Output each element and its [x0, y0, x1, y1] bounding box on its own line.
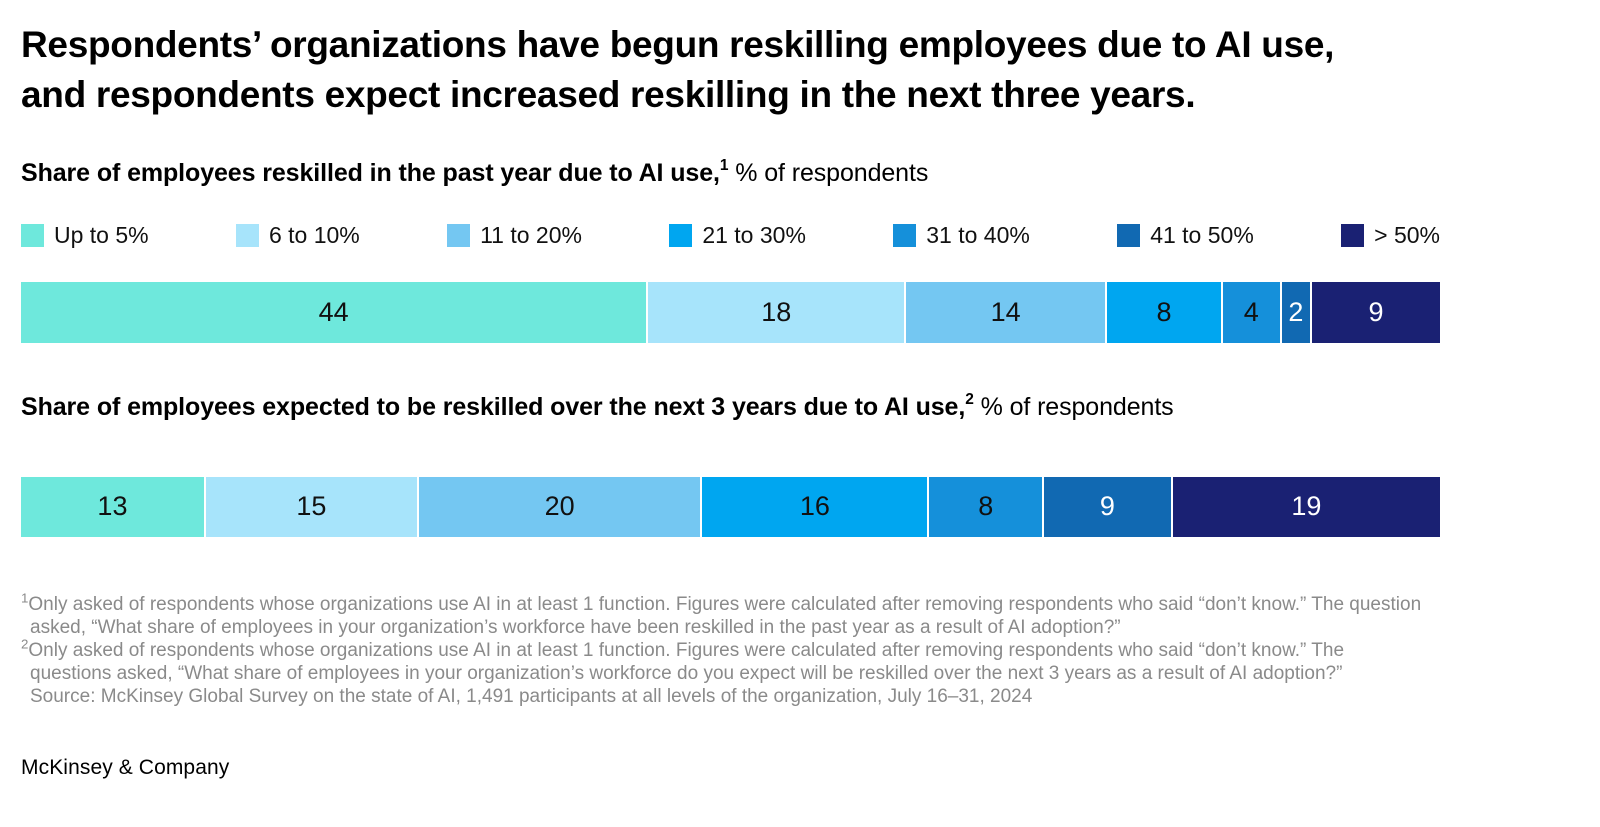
bar-segment-value: 18	[761, 296, 792, 327]
footnote-2: 2Only asked of respondents whose organiz…	[21, 636, 1426, 685]
chart1-footnote-ref: 1	[719, 157, 729, 175]
legend-item: 41 to 50%	[1117, 222, 1254, 249]
bar-segment: 18	[648, 281, 907, 343]
bar-segment: 20	[418, 476, 703, 537]
brand-logo: McKinsey & Company	[21, 756, 230, 780]
bar-segment-value: 20	[544, 491, 575, 522]
chart2-stacked-bar: 13 15 20 16 8 9 19	[21, 476, 1440, 537]
source-line: Source: McKinsey Global Survey on the st…	[30, 686, 1033, 708]
bar-segment-value: 9	[1099, 491, 1115, 522]
bar-segment: 13	[21, 476, 206, 537]
footnotes: 1Only asked of respondents whose organiz…	[21, 590, 1426, 709]
footnote-2-marker: 2	[21, 636, 29, 652]
bar-segment-value: 19	[1291, 491, 1322, 522]
legend-item: 11 to 20%	[447, 222, 582, 249]
footnote-1: 1Only asked of respondents whose organiz…	[21, 590, 1426, 639]
chart2-footnote-ref: 2	[965, 391, 974, 409]
bar-segment: 16	[702, 476, 930, 537]
footnote-1-marker: 1	[21, 590, 29, 606]
legend-item-label: 41 to 50%	[1150, 221, 1254, 248]
bar-segment: 44	[21, 281, 649, 343]
page-title: Respondents’ organizations have begun re…	[21, 24, 1335, 116]
legend-item-label: Up to 5%	[54, 221, 149, 248]
bar-segment: 8	[1107, 281, 1223, 343]
legend-item-label: 6 to 10%	[268, 221, 360, 248]
bar-segment: 2	[1281, 281, 1313, 343]
bar-segment: 4	[1222, 281, 1282, 343]
bar-segment: 8	[929, 476, 1045, 537]
legend-item-label: > 50%	[1374, 221, 1440, 248]
footnote-1-text: Only asked of respondents whose organiza…	[28, 593, 1422, 638]
legend-swatch-icon	[1341, 223, 1365, 247]
legend-item-label: 31 to 40%	[926, 221, 1030, 248]
legend-item-label: 21 to 30%	[702, 221, 806, 248]
chart1-heading: Share of employees reskilled in the past…	[21, 157, 1440, 188]
bar-segment: 19	[1172, 476, 1440, 537]
chart1-stacked-bar: 44 18 14 8 4 2 9	[21, 281, 1440, 343]
chart1-heading-text: Share of employees reskilled in the past…	[21, 158, 720, 187]
legend-swatch-icon	[447, 223, 471, 247]
bar-segment-value: 8	[1156, 296, 1172, 327]
legend: Up to 5% 6 to 10% 11 to 20% 21 to 30% 31 to …	[21, 222, 1440, 249]
bar-segment-value: 4	[1243, 296, 1259, 327]
legend-swatch-icon	[893, 223, 917, 247]
legend-item-label: 11 to 20%	[480, 221, 582, 248]
chart1-heading-unit: % of respondents	[728, 158, 929, 187]
chart2-heading: Share of employees expected to be reskil…	[21, 391, 1440, 422]
legend-item: 21 to 30%	[669, 222, 806, 249]
bar-segment: 9	[1044, 476, 1173, 537]
bar-segment-value: 13	[97, 491, 128, 522]
bar-segment-value: 8	[978, 491, 994, 522]
bar-segment: 9	[1312, 281, 1440, 343]
legend-swatch-icon	[669, 223, 693, 247]
legend-item: 6 to 10%	[235, 221, 360, 249]
bar-segment: 14	[906, 281, 1108, 343]
bar-segment-value: 15	[296, 491, 327, 522]
legend-item: > 50%	[1341, 222, 1440, 249]
legend-swatch-icon	[1117, 223, 1141, 247]
footnote-2-text: Only asked of respondents whose organiza…	[28, 639, 1345, 685]
bar-segment-value: 16	[799, 491, 830, 522]
chart2-heading-text: Share of employees expected to be reskil…	[21, 392, 966, 421]
bar-segment-value: 9	[1368, 296, 1384, 327]
legend-swatch-icon	[21, 223, 44, 247]
bar-segment-value: 44	[318, 296, 349, 327]
legend-item: Up to 5%	[21, 222, 149, 249]
bar-segment-value: 14	[990, 296, 1021, 327]
chart2-heading-unit: % of respondents	[973, 392, 1174, 421]
legend-item: 31 to 40%	[893, 222, 1030, 249]
legend-swatch-icon	[235, 223, 259, 247]
bar-segment-value: 2	[1288, 296, 1304, 327]
bar-segment: 15	[205, 476, 419, 537]
